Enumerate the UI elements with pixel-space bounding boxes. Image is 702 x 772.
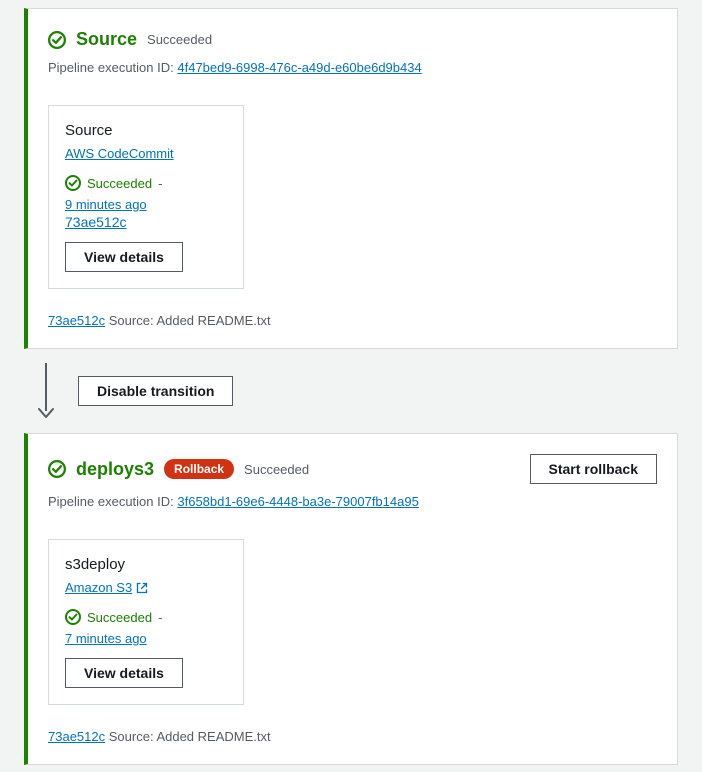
commit-sha-link[interactable]: 73ae512c [48,729,105,744]
arrow-down-icon [34,361,58,421]
execution-id-link[interactable]: 4f47bed9-6998-476c-a49d-e60be6d9b434 [177,60,421,75]
commit-message: Source: Added README.txt [109,729,271,744]
stage-status: Succeeded [147,32,212,47]
external-link-icon [136,582,148,594]
action-provider-link[interactable]: Amazon S3 [65,580,148,595]
action-title: s3deploy [65,556,227,573]
execution-id-link[interactable]: 3f658bd1-69e6-4448-ba3e-79007fb14a95 [177,494,418,509]
stage-status: Succeeded [244,462,309,477]
commit-row: 73ae512c Source: Added README.txt [48,729,657,744]
action-status: Succeeded [87,610,152,625]
stage-header: Source Succeeded [48,29,657,50]
action-time-link[interactable]: 7 minutes ago [65,631,147,646]
stage-name: deploys3 [76,459,154,480]
commit-row: 73ae512c Source: Added README.txt [48,313,657,328]
stage-title-group: deploys3 Rollback Succeeded [48,459,309,480]
action-time-link[interactable]: 9 minutes ago [65,197,147,212]
success-icon [48,31,66,49]
stage-transition: Disable transition [24,361,678,421]
success-icon [65,175,81,191]
action-commit-link[interactable]: 73ae512c [65,214,127,230]
stage-name: Source [76,29,137,50]
stage-title-group: Source Succeeded [48,29,212,50]
pipeline-stage-deploys3: deploys3 Rollback Succeeded Start rollba… [24,433,678,765]
stage-header: deploys3 Rollback Succeeded Start rollba… [48,454,657,484]
execution-id-row: Pipeline execution ID: 3f658bd1-69e6-444… [48,494,657,509]
view-details-button[interactable]: View details [65,658,183,688]
rollback-badge: Rollback [164,459,234,479]
action-card-s3deploy: s3deploy Amazon S3 Succeeded - 7 minutes… [48,539,244,705]
success-icon [48,460,66,478]
view-details-button[interactable]: View details [65,242,183,272]
execution-id-row: Pipeline execution ID: 4f47bed9-6998-476… [48,60,657,75]
provider-text: Amazon S3 [65,580,132,595]
execution-id-label: Pipeline execution ID: [48,60,174,75]
success-icon [65,609,81,625]
action-status-row: Succeeded - 9 minutes ago [65,175,227,212]
pipeline-stage-source: Source Succeeded Pipeline execution ID: … [24,8,678,349]
execution-id-label: Pipeline execution ID: [48,494,174,509]
commit-sha-link[interactable]: 73ae512c [48,313,105,328]
start-rollback-button[interactable]: Start rollback [530,454,657,484]
action-provider-link[interactable]: AWS CodeCommit [65,146,174,161]
action-title: Source [65,122,227,139]
action-status-row: Succeeded - 7 minutes ago [65,609,227,646]
disable-transition-button[interactable]: Disable transition [78,376,233,406]
commit-message: Source: Added README.txt [109,313,271,328]
action-status: Succeeded [87,176,152,191]
action-card-source: Source AWS CodeCommit Succeeded - 9 minu… [48,105,244,289]
separator: - [158,610,162,625]
separator: - [158,176,162,191]
